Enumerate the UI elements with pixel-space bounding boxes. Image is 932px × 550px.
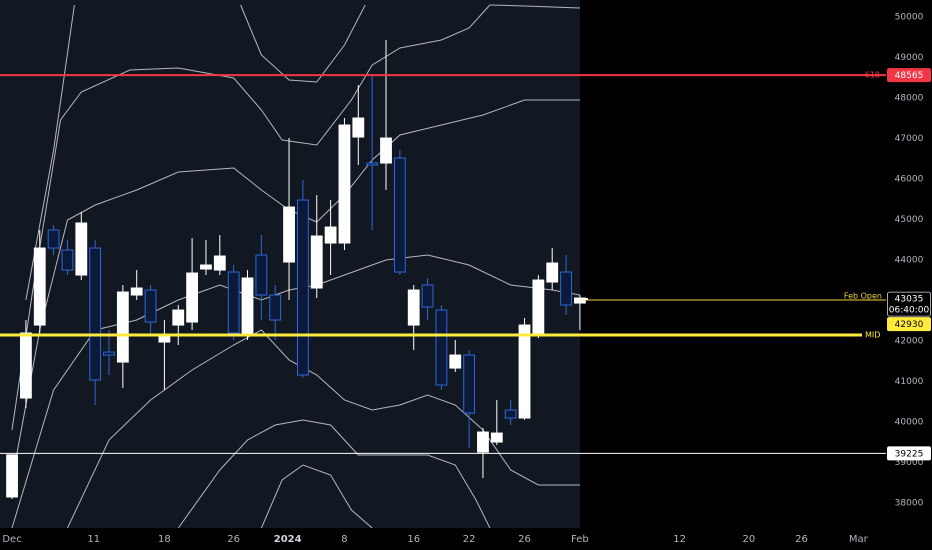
y-tick-label: 38000	[895, 499, 924, 509]
candle-body	[310, 235, 323, 289]
candle-body	[504, 409, 517, 419]
candle-body	[103, 351, 115, 356]
x-tick-label: 26	[795, 534, 808, 545]
candle-body	[200, 264, 212, 270]
price-tag	[887, 317, 931, 332]
candle-body	[518, 324, 531, 419]
candle-body	[560, 271, 572, 306]
price-tag-label: 48565	[895, 71, 924, 81]
band-line	[177, 419, 491, 528]
candle-body	[477, 431, 489, 453]
candle-body	[255, 254, 268, 296]
candle-body	[130, 287, 143, 296]
level-label: 618	[865, 71, 880, 80]
x-tick-label: 12	[673, 534, 686, 545]
candle-body	[47, 229, 60, 249]
candle-body	[213, 255, 226, 271]
candle-body	[421, 284, 434, 308]
plot-area	[6, 4, 586, 528]
candle-body	[338, 124, 351, 244]
price-tag-label: 42930	[895, 320, 924, 330]
candle-body	[19, 332, 32, 399]
current-price-label: 43035	[895, 295, 924, 305]
x-tick-label: Dec	[2, 534, 21, 545]
x-tick-label: 22	[463, 534, 476, 545]
price-tag-label: 39225	[895, 449, 924, 459]
candle-body	[75, 222, 88, 276]
y-tick-label: 40000	[895, 418, 924, 428]
band-line	[11, 4, 491, 431]
y-tick-label: 46000	[895, 175, 924, 185]
x-tick-label: Feb	[571, 534, 589, 545]
y-tick-label: 48000	[895, 94, 924, 104]
candle-body	[546, 262, 559, 283]
band-line	[67, 329, 580, 528]
time-axis	[0, 528, 932, 550]
candle-body	[158, 335, 171, 343]
candle-body	[532, 279, 545, 334]
level-label: MID	[865, 330, 880, 339]
axes: 618 Feb Open MID 38000 39000 40000 41000 42000 4…	[0, 13, 932, 550]
candle-body	[393, 157, 406, 273]
candle-body	[61, 249, 74, 271]
candle-body	[186, 272, 199, 323]
candle-body	[324, 226, 337, 244]
candle-body	[241, 277, 254, 334]
candle-body	[380, 137, 392, 164]
y-tick-label: 50000	[895, 13, 924, 23]
candle-body	[490, 432, 503, 443]
candle-body	[172, 309, 185, 326]
candle-body	[435, 309, 448, 386]
y-tick-label: 49000	[895, 53, 924, 63]
candle-body	[144, 289, 157, 323]
current-price-tag	[887, 291, 931, 317]
candle-body	[33, 247, 46, 326]
x-tick-label: Mar	[849, 534, 869, 545]
y-tick-label: 44000	[895, 256, 924, 266]
price-tag	[887, 68, 931, 83]
x-tick-label: 26	[518, 534, 531, 545]
y-tick-label: 42000	[895, 337, 924, 347]
x-tick-label: 2024	[274, 534, 302, 545]
price-tag	[887, 446, 931, 461]
x-tick-label: 26	[227, 534, 240, 545]
y-tick-label: 47000	[895, 134, 924, 144]
x-tick-label: 18	[158, 534, 171, 545]
candle-body	[407, 289, 420, 326]
x-tick-label: 11	[87, 534, 100, 545]
x-tick-label: 8	[341, 534, 347, 545]
candle-body	[297, 199, 309, 376]
candle-body	[227, 271, 240, 334]
candle-body	[449, 354, 462, 369]
level-label: Feb Open	[844, 292, 882, 301]
candle-body	[89, 247, 102, 381]
band-line	[260, 464, 373, 528]
candle-body	[463, 354, 476, 414]
candle-body	[574, 297, 586, 304]
candle-body	[283, 206, 295, 263]
candle-body	[269, 294, 282, 321]
x-tick-label: 20	[743, 534, 756, 545]
y-tick-label: 41000	[895, 377, 924, 387]
y-tick-label: 39000	[895, 458, 924, 468]
candle-body	[366, 162, 379, 166]
candle-body	[352, 117, 365, 138]
x-tick-label: 16	[407, 534, 420, 545]
candle-body	[6, 454, 18, 498]
candle-body	[116, 291, 129, 363]
y-tick-label: 45000	[895, 215, 924, 225]
countdown-label: 06:40:00	[889, 306, 930, 316]
